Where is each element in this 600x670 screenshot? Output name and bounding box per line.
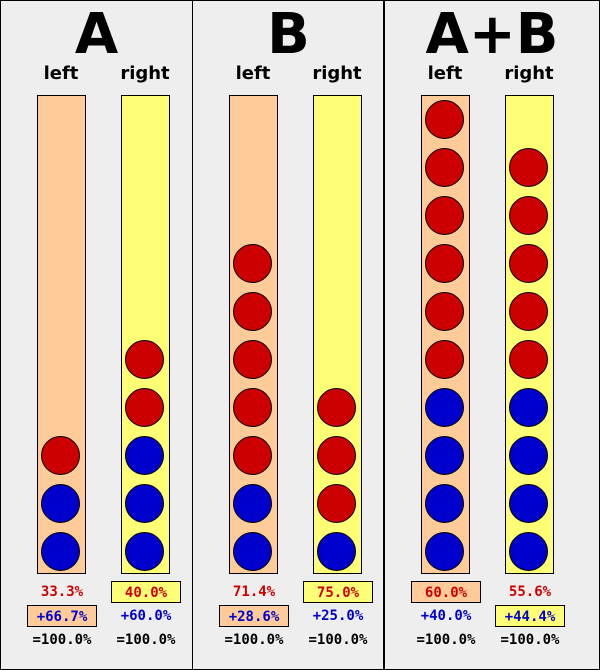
red-ball [41,436,80,475]
red-percentage: 75.0% [303,581,373,603]
blue-ball [509,484,548,523]
column-left: left 71.4% +28.6% =100.0% [217,1,289,669]
red-ball [125,388,164,427]
red-percentage: 33.3% [40,584,84,600]
blue-percentage: +44.4% [495,605,565,627]
column-left: left 60.0% +40.0% =100.0% [409,1,481,669]
red-ball [425,340,464,379]
red-ball [317,388,356,427]
column-right: right 55.6% +44.4% =100.0% [493,1,565,669]
red-percentage: 40.0% [111,581,181,603]
red-ball [509,196,548,235]
blue-ball [125,484,164,523]
tube-left [421,95,470,574]
red-ball [425,244,464,283]
column-label: right [120,63,170,84]
tube-right [313,95,362,574]
column-label: right [504,63,554,84]
red-ball [233,340,272,379]
blue-percentage: +28.6% [219,605,289,627]
column-right: right 40.0% +60.0% =100.0% [109,1,181,669]
column-label: left [427,63,463,84]
tube-right [121,95,170,574]
red-ball [425,292,464,331]
red-ball [425,196,464,235]
blue-percentage: +40.0% [420,608,472,624]
red-ball [233,244,272,283]
panel-a-plus-b: A+B [385,1,599,669]
red-percentage: 60.0% [411,581,481,603]
red-ball [125,340,164,379]
tube-right [505,95,554,574]
total-percentage: =100.0% [116,632,176,648]
red-ball [509,244,548,283]
blue-ball [317,532,356,571]
red-ball [233,388,272,427]
tube-left [37,95,86,574]
panel-divider [383,1,385,669]
blue-ball [233,532,272,571]
column-left: left 33.3% +66.7% =100.0% [25,1,97,669]
total-percentage: =100.0% [224,632,284,648]
red-ball [233,292,272,331]
panel-b: B [193,1,384,669]
red-ball [233,436,272,475]
blue-ball [425,436,464,475]
panel-title: A [74,2,119,67]
blue-ball [509,436,548,475]
red-ball [509,148,548,187]
red-ball [509,340,548,379]
red-percentage: 55.6% [508,584,552,600]
red-ball [509,292,548,331]
blue-ball [509,388,548,427]
panel-title: A+B [425,2,559,67]
red-ball [425,100,464,139]
blue-ball [41,484,80,523]
total-percentage: =100.0% [308,632,368,648]
red-ball [317,436,356,475]
red-ball [317,484,356,523]
blue-ball [125,436,164,475]
blue-percentage: +60.0% [120,608,172,624]
blue-ball [233,484,272,523]
panel-a: A [1,1,192,669]
tube-left [229,95,278,574]
column-label: left [43,63,79,84]
blue-ball [425,532,464,571]
column-label: right [312,63,362,84]
blue-percentage: +66.7% [27,605,97,627]
column-label: left [235,63,271,84]
blue-percentage: +25.0% [312,608,364,624]
panel-title: B [267,2,310,67]
column-right: right 75.0% +25.0% =100.0% [301,1,373,669]
total-percentage: =100.0% [32,632,92,648]
blue-ball [509,532,548,571]
blue-ball [41,532,80,571]
panel-divider [192,1,193,669]
blue-ball [125,532,164,571]
total-percentage: =100.0% [416,632,476,648]
red-percentage: 71.4% [232,584,276,600]
red-ball [425,148,464,187]
blue-ball [425,484,464,523]
blue-ball [425,388,464,427]
total-percentage: =100.0% [500,632,560,648]
